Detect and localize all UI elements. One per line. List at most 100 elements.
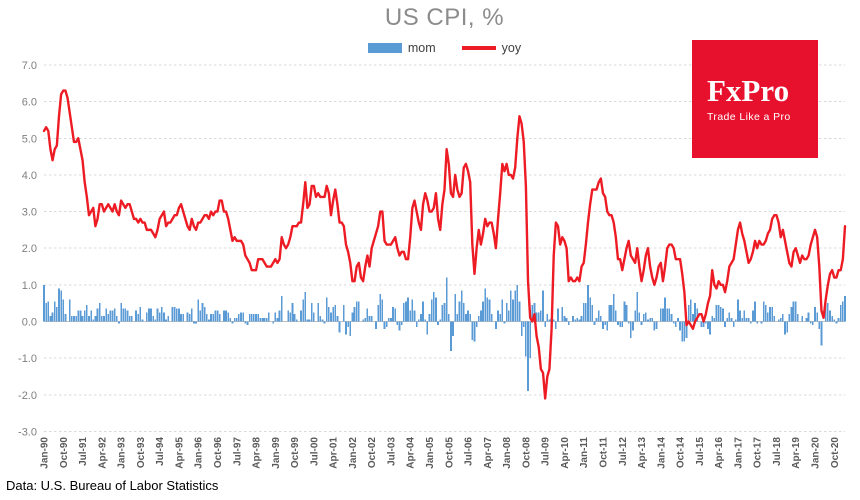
mom-bar [608,305,611,322]
mom-bar [150,308,152,322]
mom-bar [122,308,125,322]
mom-bar [578,319,581,322]
mom-bar [595,317,598,322]
mom-bar [589,297,591,322]
x-tick-label: Jan-96 [194,437,205,469]
mom-bar [139,306,142,322]
mom-bar [83,310,86,322]
legend-item-yoy: yoy [461,41,521,55]
x-tick-label: Jan-20 [811,437,822,469]
mom-bar [700,321,703,327]
mom-bar [649,317,651,322]
mom-bar [171,306,174,322]
mom-bar [242,312,245,322]
mom-bar [507,310,510,322]
mom-bar [752,310,754,322]
mom-bar [741,317,744,322]
mom-bar [587,284,589,322]
mom-bar [664,297,666,322]
mom-bar [692,314,694,322]
mom-bar [447,314,450,322]
x-tick-label: Jul-03 [386,437,397,466]
mom-bar [261,317,264,322]
mom-bar [749,321,752,324]
mom-bar [402,303,405,322]
mom-bar [679,321,681,331]
mom-bar [287,310,290,322]
mom-bar [737,299,739,322]
mom-bar [540,310,542,322]
mom-bar [377,305,379,322]
mom-bar [779,317,782,322]
y-tick-label: 0.0 [22,317,37,329]
mom-bar [113,308,116,322]
mom-bar [812,321,814,326]
mom-bar [422,301,424,322]
mom-bar [197,299,200,322]
mom-bar [357,301,360,322]
mom-bar [120,303,122,322]
mom-bar [205,314,208,322]
mom-bar [704,321,707,324]
x-tick-label: Oct-11 [598,437,609,468]
chart-legend: mom yoy [44,40,845,56]
mom-bars [43,277,846,392]
x-tick-label: Jan-99 [271,437,282,469]
mom-bar [732,321,735,327]
mom-bar [814,306,816,322]
mom-bar [462,303,465,322]
mom-bar [390,317,392,322]
y-tick-label: 6.0 [22,97,37,109]
mom-bar [531,305,534,322]
y-tick-label: -2.0 [18,390,37,402]
mom-bar [711,316,714,322]
mom-bar [839,305,842,322]
y-tick-label: 1.0 [22,280,37,292]
mom-bar [647,319,649,322]
x-tick-label: Oct-02 [367,437,378,469]
mom-bar [730,317,733,322]
mom-bar [619,321,621,327]
mom-bar [683,321,686,342]
mom-bar [385,321,388,327]
mom-bar [58,288,60,322]
mom-bar [439,319,442,322]
mom-bar [255,314,257,322]
mom-bar [529,321,532,359]
mom-bar [43,284,45,322]
mom-bar [445,277,448,322]
mom-bar [520,321,523,337]
mom-bar [475,321,478,327]
mom-bar [634,310,636,322]
chart-title: US CPI, % [384,4,505,31]
mom-bar [490,314,493,322]
mom-bar [338,321,341,333]
mom-bar [482,301,484,322]
mom-bar [124,308,127,322]
mom-bar [85,305,88,322]
mom-bar [109,310,112,322]
mom-bar [128,316,131,322]
mom-bar [617,321,619,326]
mom-bar [614,310,617,322]
mom-bar [574,319,576,322]
mom-bar [210,314,212,322]
mom-bar [178,308,180,322]
mom-bar [501,299,504,322]
mom-bar [77,310,80,322]
mom-bar [629,321,632,338]
mom-bar [707,321,709,329]
mom-bar [467,310,469,322]
mom-bar [674,321,677,327]
mom-bar [505,303,508,322]
x-tick-label: Oct-05 [444,437,455,469]
x-tick-label: Apr-10 [560,437,571,469]
mom-bar [400,321,403,326]
x-tick-label: Apr-04 [406,437,417,469]
mom-bar [349,321,352,337]
mom-bar [430,299,433,322]
mom-bar [518,301,521,322]
y-tick-label: -3.0 [18,426,37,438]
mom-bar [555,321,557,329]
mom-bar [238,314,240,322]
